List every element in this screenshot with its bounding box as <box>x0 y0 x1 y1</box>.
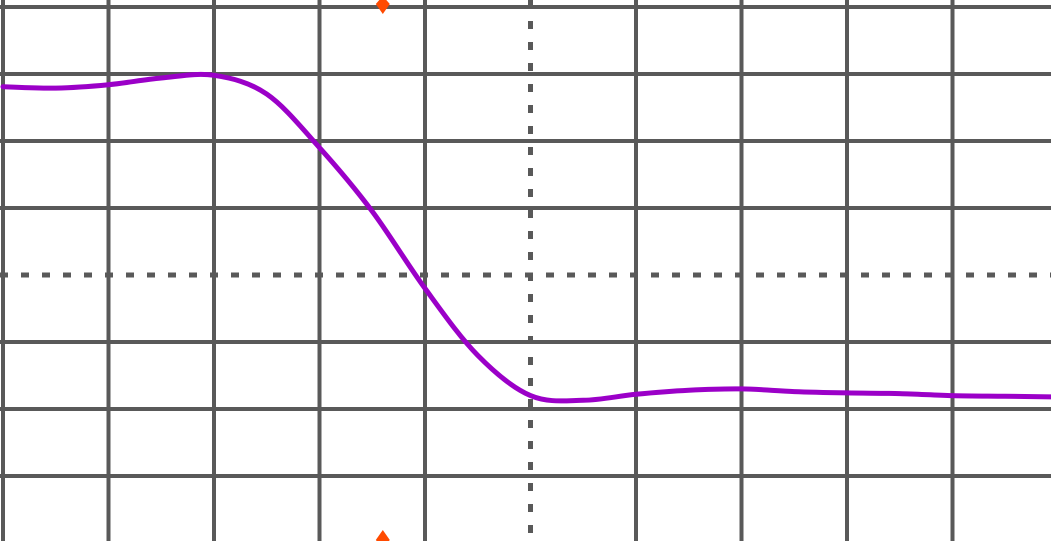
trigger-markers <box>375 0 390 541</box>
trigger-marker-top <box>375 0 390 14</box>
trigger-marker-bottom <box>375 530 390 541</box>
trace-line <box>0 71 1051 404</box>
trace-layer <box>0 71 1051 404</box>
